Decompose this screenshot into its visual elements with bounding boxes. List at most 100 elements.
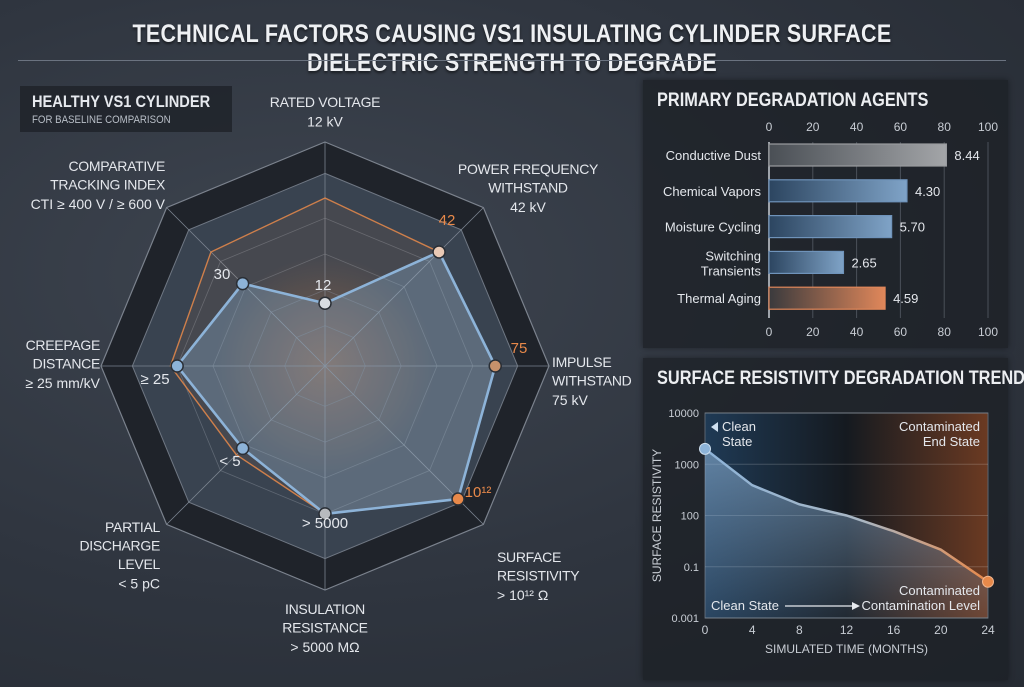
bottom-clean-label: Clean State [711, 598, 779, 613]
trend-ytick: 100 [681, 511, 699, 523]
radar-axis-label: RATED VOLTAGE [270, 94, 380, 110]
radar-axis-spec: < 5 pC [118, 576, 160, 592]
radar-axis-label: RESISTANCE [282, 620, 367, 636]
radar-data-point [432, 245, 446, 259]
bar-category-label: Switching [705, 248, 761, 263]
radar-axis-spec: > 5000 MΩ [290, 639, 359, 655]
radar-axis-spec: 75 kV [552, 392, 588, 408]
trend-ytick: 10000 [668, 408, 699, 420]
bar-data-label: 2.65 [851, 255, 876, 270]
bar-tick-top: 0 [766, 120, 773, 134]
radar-axis-spec: 42 kV [510, 199, 546, 215]
trend-ytick: 1000 [675, 459, 699, 471]
bar [768, 143, 947, 167]
trend-end-point [982, 575, 994, 588]
radar-axis-label: LEVEL [118, 556, 161, 572]
bar-data-label: 8.44 [954, 148, 979, 163]
radar-axis-spec: CTI ≥ 400 V / ≥ 600 V [31, 196, 166, 212]
contaminated-point-annotation: Contaminated [899, 583, 980, 598]
radar-value-label: 42 [439, 212, 456, 229]
radar-axis-label: WITHSTAND [552, 373, 632, 389]
contaminated-end-annotation: Contaminated [899, 419, 980, 434]
radar-title: HEALTHY VS1 CYLINDER [32, 92, 211, 111]
bar-tick-bottom: 80 [938, 325, 952, 339]
radar-value-label: 12 [315, 277, 332, 294]
bar-category-label: Chemical Vapors [663, 184, 762, 199]
radar-value-label: 10¹² [465, 484, 492, 501]
bar-tick-top: 80 [938, 120, 952, 134]
radar-axis-label: DISCHARGE [79, 538, 160, 554]
bar [768, 286, 886, 310]
bar-category-label: Transients [701, 263, 762, 278]
trend-line [704, 447, 989, 583]
trend-ytick: 0.1 [684, 562, 699, 574]
trend-xtick: 20 [934, 623, 948, 637]
page-title: TECHNICAL FACTORS CAUSING VS1 INSULATING… [132, 20, 892, 77]
radar-data-point [235, 276, 250, 291]
radar-axis-label: POWER FREQUENCY [458, 161, 599, 177]
radar-axis-label: SURFACE [497, 549, 561, 565]
radar-axis-label: WITHSTAND [488, 180, 568, 196]
radar-axis-spec: 12 kV [307, 114, 343, 130]
bar-tick-top: 60 [894, 120, 908, 134]
trend-xtick: 12 [840, 623, 854, 637]
radar-data-point [318, 507, 332, 521]
bar [768, 215, 893, 239]
title-divider [18, 60, 1006, 61]
arrow-right-icon [852, 602, 860, 610]
radar-axis-label: CREEPAGE [26, 337, 100, 353]
bottom-contamination-label: Contamination Level [861, 598, 980, 613]
bar-tick-bottom: 0 [766, 325, 773, 339]
radar-data-point [318, 296, 332, 311]
bar-tick-bottom: 40 [850, 325, 864, 339]
bar-tick-top: 40 [850, 120, 864, 134]
radar-data-point [488, 359, 502, 373]
trend-xtick: 8 [796, 623, 803, 637]
radar-legend-box: HEALTHY VS1 CYLINDER FOR BASELINE COMPAR… [20, 86, 232, 132]
trend-xtick: 24 [981, 623, 995, 637]
trend-chart-title: SURFACE RESISTIVITY DEGRADATION TREND [657, 368, 1024, 389]
trend-ylabel: SURFACE RESISTIVITY [650, 449, 664, 582]
radar-chart: 12 42 75 10¹² > 5000 < 5 ≥ 25 30 RATED VOLTAGE 12… [25, 94, 632, 655]
bar-chart-title: PRIMARY DEGRADATION AGENTS [657, 90, 929, 111]
radar-value-label: > 5000 [302, 515, 348, 532]
trend-ytick: 0.001 [671, 613, 699, 625]
bar-data-label: 4.30 [915, 184, 940, 199]
trend-xtick: 16 [887, 623, 901, 637]
bar-tick-bottom: 20 [806, 325, 820, 339]
radar-axis-spec: ≥ 25 mm/kV [25, 375, 100, 391]
bar [768, 250, 845, 274]
bar-data-label: 5.70 [900, 220, 925, 235]
radar-axis-line [324, 207, 484, 367]
radar-value-label: 30 [214, 266, 231, 283]
trend-xtick: 4 [749, 623, 756, 637]
radar-value-label: ≥ 25 [140, 371, 169, 388]
contaminated-end-annotation: End State [923, 434, 980, 449]
radar-axis-label: RESISTIVITY [497, 568, 580, 584]
radar-value-label: < 5 [219, 453, 240, 470]
bar-tick-top: 100 [978, 120, 998, 134]
radar-axis-label: IMPULSE [552, 354, 611, 370]
bar-chart: 0 0 20 20 40 40 60 60 80 80 100 100 8.44 Conductive D… [663, 120, 998, 339]
trend-xtick: 0 [702, 623, 709, 637]
bar-category-label: Conductive Dust [666, 148, 762, 163]
radar-axis-label: INSULATION [285, 601, 365, 617]
clean-state-annotation: Clean [722, 419, 756, 434]
radar-axis-label: TRACKING INDEX [50, 177, 166, 193]
radar-axis-label: COMPARATIVE [68, 158, 165, 174]
bar [768, 179, 908, 203]
radar-subtitle: FOR BASELINE COMPARISON [32, 114, 171, 126]
bar-tick-bottom: 100 [978, 325, 998, 339]
radar-data-point [451, 492, 465, 506]
clean-state-pointer-icon [711, 422, 718, 432]
trend-area [705, 448, 988, 618]
bar-tick-bottom: 60 [894, 325, 908, 339]
radar-axis-label: PARTIAL [105, 519, 160, 535]
bar-tick-top: 20 [806, 120, 820, 134]
bar-data-label: 4.59 [893, 291, 918, 306]
radar-axis-label: DISTANCE [33, 356, 100, 372]
bar-category-label: Moisture Cycling [665, 220, 761, 235]
radar-data-point [170, 359, 184, 373]
